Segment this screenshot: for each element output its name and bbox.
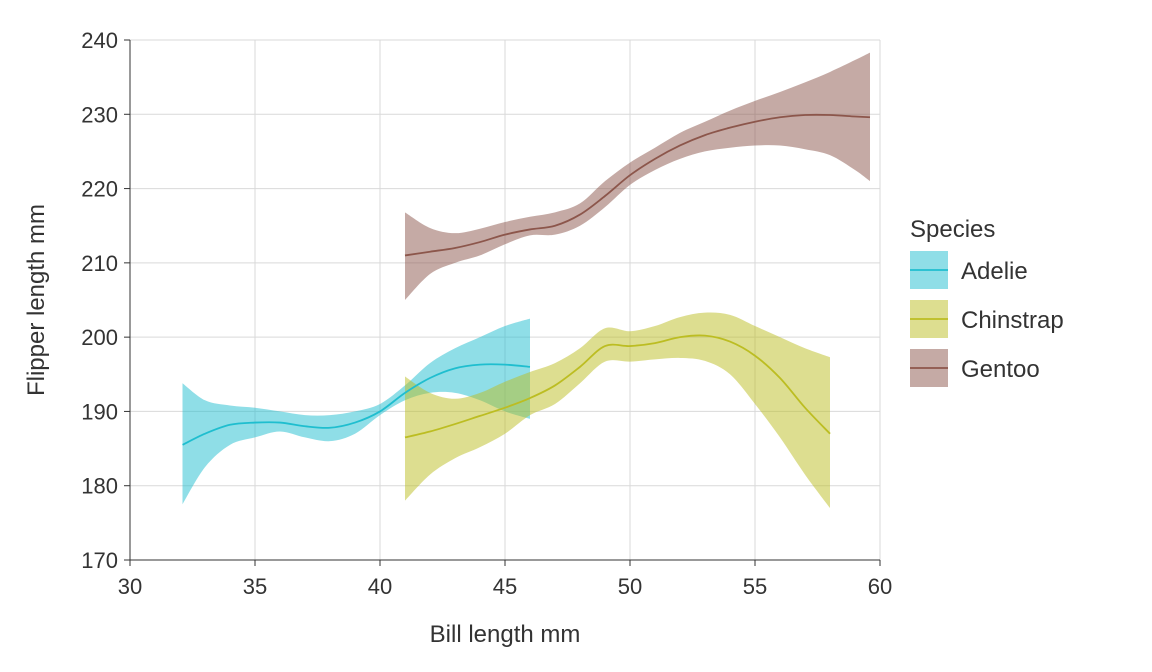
legend-label: Chinstrap	[961, 307, 1064, 334]
x-tick-label: 30	[118, 574, 142, 599]
legend-label: Gentoo	[961, 356, 1040, 383]
confidence-bands	[182, 52, 870, 508]
series-line-adelie	[182, 363, 531, 446]
legend-item-chinstrap: Chinstrap	[910, 300, 1064, 338]
confidence-band-chinstrap	[405, 312, 830, 508]
legend-title: Species	[910, 216, 995, 243]
y-tick-label: 210	[81, 251, 118, 276]
x-axis-title: Bill length mm	[430, 621, 581, 648]
confidence-band-gentoo	[405, 52, 870, 300]
y-tick-label: 240	[81, 28, 118, 53]
legend-item-adelie: Adelie	[910, 251, 1028, 289]
y-axis-title: Flipper length mm	[23, 204, 50, 396]
series-lines	[182, 113, 871, 446]
x-tick-label: 45	[493, 574, 517, 599]
legend: Species Adelie Chinstrap Gentoo	[910, 216, 1064, 387]
y-tick-label: 200	[81, 325, 118, 350]
series-line-gentoo	[404, 113, 871, 257]
series-line-chinstrap	[404, 334, 831, 439]
axes: 30 35 40 45 50 55 60 170 180 190 200 210 220 230 240 Bi…	[23, 28, 892, 648]
y-tick-label: 170	[81, 548, 118, 573]
y-tick-label: 230	[81, 102, 118, 127]
x-tick-label: 60	[868, 574, 892, 599]
x-tick-label: 50	[618, 574, 642, 599]
confidence-band-adelie	[182, 318, 530, 505]
x-tick-label: 40	[368, 574, 392, 599]
x-tick-label: 35	[243, 574, 267, 599]
y-tick-label: 190	[81, 399, 118, 424]
legend-item-gentoo: Gentoo	[910, 349, 1040, 387]
y-tick-label: 180	[81, 474, 118, 499]
legend-label: Adelie	[961, 258, 1028, 285]
y-tick-label: 220	[81, 177, 118, 202]
x-tick-label: 55	[743, 574, 767, 599]
